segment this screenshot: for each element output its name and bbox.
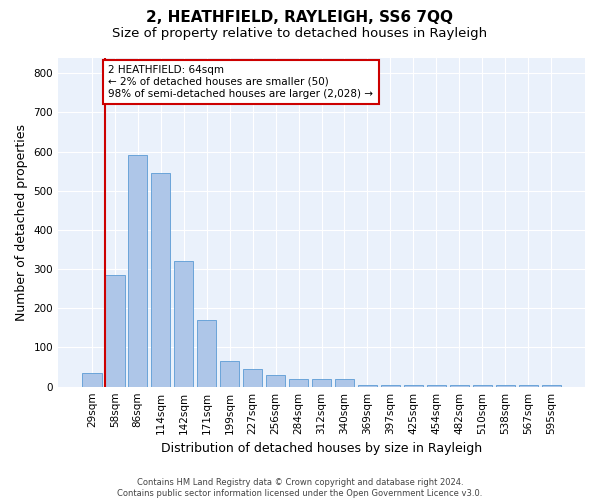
Bar [105,275,125,386]
Bar [197,320,217,386]
Bar [427,384,446,386]
Bar [174,262,193,386]
Text: Size of property relative to detached houses in Rayleigh: Size of property relative to detached ho… [112,28,488,40]
Bar [496,384,515,386]
Bar [518,384,538,386]
Bar [243,369,262,386]
Text: Contains HM Land Registry data © Crown copyright and database right 2024.
Contai: Contains HM Land Registry data © Crown c… [118,478,482,498]
Bar [220,361,239,386]
Bar [128,156,148,386]
Bar [151,173,170,386]
Text: 2, HEATHFIELD, RAYLEIGH, SS6 7QQ: 2, HEATHFIELD, RAYLEIGH, SS6 7QQ [146,10,454,25]
Text: 2 HEATHFIELD: 64sqm
← 2% of detached houses are smaller (50)
98% of semi-detache: 2 HEATHFIELD: 64sqm ← 2% of detached hou… [109,66,373,98]
Bar [82,373,101,386]
X-axis label: Distribution of detached houses by size in Rayleigh: Distribution of detached houses by size … [161,442,482,455]
Bar [473,384,492,386]
Bar [358,384,377,386]
Y-axis label: Number of detached properties: Number of detached properties [15,124,28,320]
Bar [266,375,286,386]
Bar [335,379,354,386]
Bar [312,379,331,386]
Bar [542,384,561,386]
Bar [289,379,308,386]
Bar [449,384,469,386]
Bar [380,384,400,386]
Bar [404,384,423,386]
